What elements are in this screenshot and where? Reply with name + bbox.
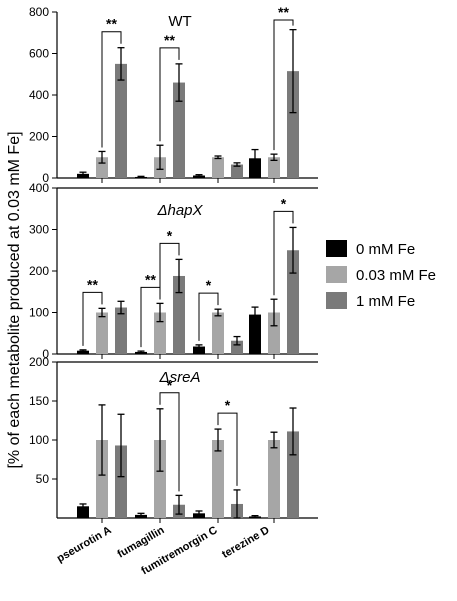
bar (212, 157, 224, 178)
legend-swatch (326, 292, 347, 309)
significance-label: ** (106, 16, 117, 32)
category-label: terezine D (220, 524, 272, 561)
y-tick-label: 400 (29, 181, 49, 195)
legend-swatch (326, 240, 347, 257)
y-tick-label: 150 (29, 394, 49, 408)
bar (212, 312, 224, 354)
bar (115, 307, 127, 354)
y-tick-label: 600 (29, 47, 49, 61)
y-tick-label: 0 (42, 347, 49, 361)
legend-swatch (326, 266, 347, 283)
bar (154, 440, 166, 518)
panel-1: 0 200 400 600 800 WT ** ** ** (29, 4, 318, 185)
legend-item: 1 mM Fe (326, 292, 415, 310)
bar (287, 71, 299, 178)
bar (96, 440, 108, 518)
significance-label: * (167, 377, 173, 393)
bar (249, 314, 261, 354)
panel-title: WT (168, 13, 191, 30)
y-tick-label: 200 (29, 130, 49, 144)
y-tick-label: 200 (29, 264, 49, 278)
panel-title: ΔhapX (156, 202, 203, 219)
bar (231, 340, 243, 354)
legend-label: 0 mM Fe (356, 241, 415, 258)
significance-bracket (198, 292, 219, 341)
significance-bracket (82, 291, 103, 346)
y-tick-label: 0 (42, 171, 49, 185)
significance-label: * (281, 195, 287, 211)
chart-panels: 0200400600800WT******0100200300400ΔhapX*… (29, 4, 318, 577)
significance-bracket (101, 31, 122, 148)
y-tick-label: 100 (29, 433, 49, 447)
significance-label: ** (87, 276, 98, 292)
bar (173, 275, 185, 354)
bar (115, 445, 127, 518)
legend-label: 1 mM Fe (356, 293, 415, 310)
significance-label: * (167, 227, 173, 243)
bar (287, 250, 299, 354)
y-tick-label: 800 (29, 5, 49, 19)
significance-label: ** (278, 4, 289, 20)
bar (193, 346, 205, 354)
bar (154, 312, 166, 354)
y-tick-label: 300 (29, 223, 49, 237)
significance-bracket (273, 19, 294, 151)
bar (287, 431, 299, 518)
bar (212, 440, 224, 518)
bar (249, 158, 261, 178)
bar (268, 157, 280, 178)
significance-label: ** (145, 271, 156, 287)
legend-label: 0.03 mM Fe (356, 267, 436, 284)
y-axis-title: [% of each metabolite produced at 0.03 m… (6, 131, 23, 468)
legend-item: 0.03 mM Fe (326, 266, 436, 284)
y-tick-label: 200 (29, 355, 49, 369)
significance-bracket (159, 392, 180, 492)
y-tick-label: 50 (36, 472, 50, 486)
significance-bracket (159, 242, 180, 300)
y-tick-label: 400 (29, 88, 49, 102)
bar (96, 312, 108, 354)
significance-label: ** (164, 32, 175, 48)
bar (173, 82, 185, 178)
bar (268, 312, 280, 354)
significance-label: * (225, 397, 231, 413)
significance-bracket (159, 47, 180, 142)
significance-bracket (217, 412, 238, 486)
bar (77, 506, 89, 518)
bar (231, 164, 243, 178)
legend-item: 0 mM Fe (326, 240, 415, 258)
significance-label: * (206, 277, 212, 293)
bar (115, 63, 127, 178)
y-tick-label: 100 (29, 306, 49, 320)
bar (77, 350, 89, 354)
category-label: pseurotin A (55, 524, 114, 565)
bar (268, 440, 280, 518)
panel-title: ΔsreA (159, 369, 201, 386)
legend: 0 mM Fe 0.03 mM Fe 1 mM Fe (326, 240, 436, 310)
significance-bracket (273, 210, 294, 296)
